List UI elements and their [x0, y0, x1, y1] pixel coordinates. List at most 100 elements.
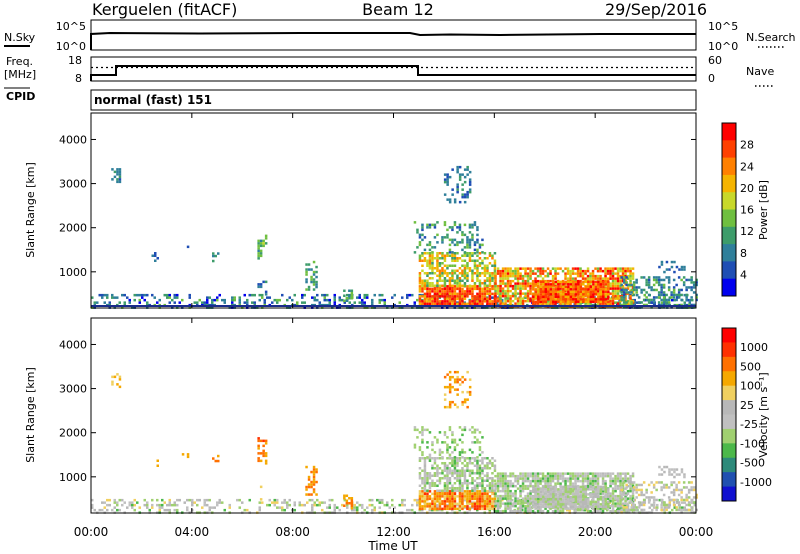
echo-cell	[466, 467, 469, 470]
echo-cell	[586, 277, 590, 280]
echo-cell	[431, 467, 434, 470]
echo-cell	[682, 508, 686, 512]
echo-cell	[483, 467, 487, 470]
echo-cell	[576, 502, 580, 505]
echo-cell	[123, 301, 126, 304]
echo-cell	[173, 296, 176, 299]
echo-cell	[549, 290, 553, 294]
echo-cell	[448, 472, 452, 475]
echo-cell	[645, 283, 648, 287]
echo-cell	[584, 293, 588, 296]
echo-cell	[607, 290, 610, 294]
echo-cell	[667, 281, 671, 284]
echo-cell	[665, 508, 668, 512]
echo-cell	[426, 297, 429, 301]
echo-cell	[154, 259, 157, 262]
echo-cell	[116, 508, 119, 512]
echo-cell	[516, 497, 520, 500]
echo-cell	[611, 284, 615, 288]
echo-cell	[601, 479, 605, 483]
echo-cell	[657, 291, 661, 294]
echo-cell	[143, 298, 146, 302]
echo-cell	[491, 287, 494, 291]
echo-cell	[466, 398, 469, 401]
echo-cell	[436, 269, 439, 272]
echo-cell	[501, 487, 505, 490]
echo-cell	[599, 274, 602, 278]
echo-cell	[599, 485, 603, 489]
echo-cell	[478, 490, 482, 493]
echo-cell	[363, 293, 366, 297]
echo-cell	[665, 298, 668, 302]
echo-cell	[574, 283, 578, 286]
echo-cell	[630, 301, 633, 304]
echo-cell	[453, 264, 457, 267]
echo-cell	[494, 487, 497, 490]
echo-cell	[466, 246, 469, 249]
beam-title: Beam 12	[362, 0, 434, 19]
echo-cell	[511, 504, 515, 508]
echo-cell	[616, 287, 620, 290]
echo-cell	[559, 495, 563, 499]
echo-cell	[476, 228, 479, 232]
echo-cell	[539, 477, 542, 480]
echo-cell	[231, 301, 234, 304]
echo-cell	[579, 503, 583, 506]
echo-cell	[680, 303, 683, 307]
echo-cell	[536, 479, 540, 483]
echo-cell	[509, 302, 512, 305]
echo-cell	[604, 474, 607, 478]
echo-cell	[418, 257, 422, 260]
echo-cell	[438, 272, 442, 275]
echo-cell	[594, 490, 598, 494]
echo-cell	[504, 482, 507, 485]
echo-cell	[486, 272, 489, 275]
echo-cell	[301, 503, 304, 507]
echo-cell	[599, 283, 603, 286]
echo-cell	[443, 277, 447, 280]
echo-cell	[559, 503, 563, 506]
echo-cell	[276, 506, 279, 509]
echo-cell	[577, 285, 580, 289]
x-tick-label: 20:00	[578, 525, 613, 539]
echo-cell	[637, 493, 641, 497]
echo-cell	[453, 272, 457, 275]
echo-cell	[313, 298, 316, 302]
echo-cell	[607, 300, 610, 304]
echo-cell	[310, 275, 313, 279]
echo-cell	[609, 499, 612, 503]
echo-cell	[471, 254, 474, 257]
echo-cell	[552, 498, 555, 501]
echo-cell	[428, 272, 432, 275]
echo-cell	[443, 295, 447, 298]
echo-cell	[619, 484, 622, 488]
echo-cell	[436, 221, 439, 224]
echo-cell	[519, 477, 522, 480]
echo-cell	[154, 254, 157, 257]
echo-cell	[544, 285, 548, 289]
echo-cell	[566, 272, 570, 275]
echo-cell	[493, 262, 497, 265]
echo-cell	[443, 264, 447, 267]
echo-cell	[539, 505, 543, 509]
echo-cell	[463, 297, 467, 301]
echo-cell	[426, 226, 429, 229]
echo-cell	[273, 298, 276, 302]
echo-cell	[113, 296, 116, 299]
echo-cell	[544, 498, 548, 501]
echo-cell	[441, 269, 444, 272]
echo-cell	[421, 290, 424, 293]
echo-cell	[423, 477, 427, 480]
echo-cell	[619, 492, 622, 495]
echo-cell	[436, 274, 439, 277]
echo-cell	[343, 498, 346, 502]
echo-cell	[552, 503, 555, 506]
echo-cell	[621, 284, 625, 288]
echo-cell	[491, 472, 494, 475]
echo-cell	[541, 474, 545, 478]
echo-cell	[481, 243, 484, 247]
echo-cell	[557, 495, 560, 499]
echo-cell	[428, 223, 432, 227]
echo-cell	[458, 175, 462, 179]
echo-cell	[406, 296, 409, 299]
